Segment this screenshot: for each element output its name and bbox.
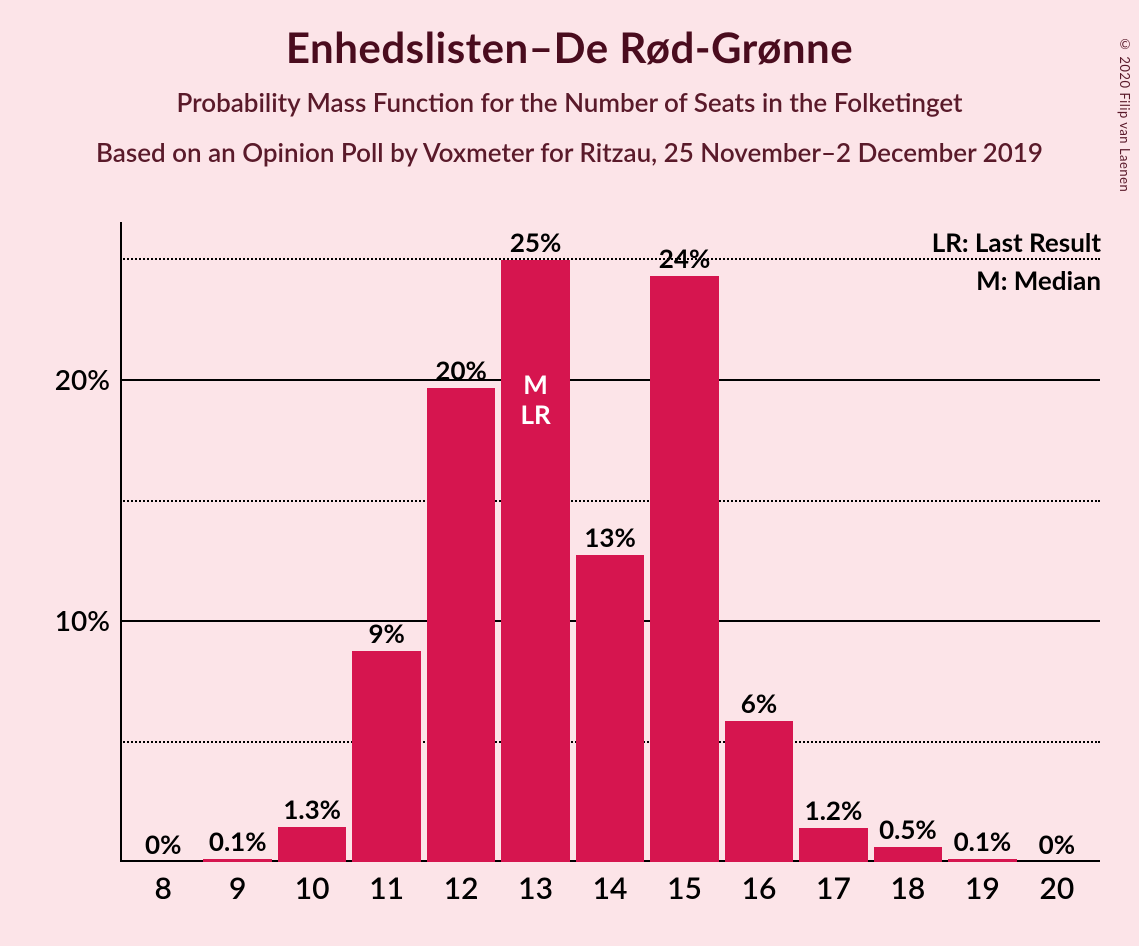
x-tick-label: 17 (796, 870, 870, 906)
chart-source: Based on an Opinion Poll by Voxmeter for… (0, 136, 1139, 168)
x-tick-label: 16 (722, 870, 796, 906)
bar-slot: 13% (573, 222, 647, 862)
bars-container: 0%0.1%1.3%9%20%25%MLR13%24%6%1.2%0.5%0.1… (120, 222, 1100, 862)
bar-slot: 0.5% (871, 222, 945, 862)
x-tick-label: 11 (349, 870, 423, 906)
bar-slot: 1.3% (275, 222, 349, 862)
bar: 20% (427, 388, 496, 862)
bar-slot: 20% (424, 222, 498, 862)
bar: 13% (576, 555, 645, 862)
bar-value-label: 13% (584, 521, 635, 553)
bar-value-label: 6% (741, 687, 777, 719)
bar-value-label: 0.1% (209, 825, 267, 857)
x-tick-label: 15 (647, 870, 721, 906)
bar-value-label: 0.5% (879, 813, 937, 845)
bar-value-label: 0.1% (954, 825, 1012, 857)
bar-slot: 1.2% (796, 222, 870, 862)
bar-slot: 0.1% (945, 222, 1019, 862)
bar-value-label: 0% (1039, 828, 1075, 860)
bar-value-label: 0% (145, 828, 181, 860)
bar-slot: 0% (126, 222, 200, 862)
bar-value-label: 24% (659, 242, 710, 274)
bar: 6% (725, 721, 794, 862)
y-tick-label: 20% (55, 362, 110, 396)
bar-slot: 25% MLR (498, 222, 572, 862)
x-tick-label: 20 (1020, 870, 1094, 906)
bar-slot: 24% (647, 222, 721, 862)
chart-subtitle: Probability Mass Function for the Number… (0, 86, 1139, 118)
bar: 24% (650, 276, 719, 862)
bar: 25%MLR (501, 260, 570, 862)
x-tick-label: 19 (945, 870, 1019, 906)
x-tick-label: 8 (126, 870, 200, 906)
bar-value-label: 1.3% (283, 793, 341, 825)
bar-slot: 0.1% (200, 222, 274, 862)
bar-slot: 6% (722, 222, 796, 862)
bar: 0.5% (874, 847, 943, 862)
bar: 1.3% (278, 827, 347, 862)
x-tick-label: 18 (871, 870, 945, 906)
x-tick-label: 12 (424, 870, 498, 906)
chart-title: Enhedslisten–De Rød-Grønne (0, 22, 1139, 72)
x-labels: 891011121314151617181920 (120, 870, 1100, 906)
x-tick-label: 13 (498, 870, 572, 906)
copyright-text: © 2020 Filip van Laenen (1117, 36, 1133, 192)
x-tick-label: 10 (275, 870, 349, 906)
x-tick-label: 14 (573, 870, 647, 906)
bar-slot: 9% (349, 222, 423, 862)
x-tick-label: 9 (200, 870, 274, 906)
bar-slot: 0% (1020, 222, 1094, 862)
bar: 0.1% (203, 859, 272, 862)
bar-value-label: 25% (510, 226, 561, 258)
bar-value-label: 20% (435, 354, 486, 386)
bar-value-label: 1.2% (805, 794, 863, 826)
bar: 9% (352, 651, 421, 862)
bar: 1.2% (799, 828, 868, 862)
bar-annotation: MLR (520, 370, 550, 430)
y-tick-label: 10% (55, 603, 110, 637)
bar: 0.1% (948, 859, 1017, 862)
plot-area: 10%20% 0%0.1%1.3%9%20%25%MLR13%24%6%1.2%… (120, 222, 1100, 862)
bar-value-label: 9% (368, 617, 404, 649)
